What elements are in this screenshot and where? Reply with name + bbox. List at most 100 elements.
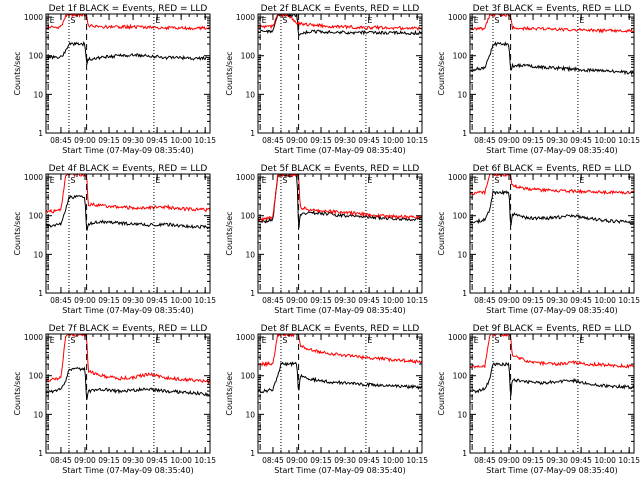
plot-area [258, 334, 422, 394]
y-tick-label: 1 [38, 289, 43, 298]
y-tick-label: 1 [462, 449, 467, 458]
y-tick-label: 1 [250, 289, 255, 298]
series-events-line [258, 174, 422, 228]
y-tick-label: 100 [29, 372, 44, 381]
y-axis-label: Counts/sec [13, 371, 22, 415]
x-tick-label: 08:45 [474, 136, 496, 145]
event-marker-label: E [474, 336, 479, 345]
event-marker-label: E [50, 336, 55, 345]
y-tick-label: 100 [29, 52, 44, 61]
y-tick-label: 1 [462, 129, 467, 138]
x-tick-label: 08:45 [262, 456, 284, 465]
event-marker-label: S [494, 336, 499, 345]
x-tick-label: 09:00 [286, 136, 308, 145]
y-tick-label: 1000 [24, 333, 43, 342]
x-tick-label: 09:45 [570, 296, 592, 305]
x-tick-label: 08:45 [262, 136, 284, 145]
x-tick-label: 09:30 [122, 456, 144, 465]
plot-area [470, 14, 634, 76]
x-tick-label: 10:15 [194, 296, 216, 305]
x-tick-label: 09:15 [522, 456, 544, 465]
x-tick-label: 10:15 [406, 456, 428, 465]
panel-title: Det 9f BLACK = Events, RED = LLD [473, 324, 632, 334]
x-tick-label: 09:00 [74, 296, 96, 305]
x-axis-label: Start Time (07-May-09 08:35:40) [62, 466, 193, 475]
event-marker-label: S [494, 176, 499, 185]
y-tick-label: 10 [457, 90, 467, 99]
event-marker-label: E [579, 176, 584, 185]
x-tick-label: 08:45 [474, 296, 496, 305]
series-lld-line [258, 14, 422, 32]
event-marker-label: S [282, 336, 287, 345]
x-tick-label: 09:30 [334, 296, 356, 305]
event-marker-label: E [367, 176, 372, 185]
x-tick-label: 09:45 [146, 456, 168, 465]
y-tick-label: 10 [245, 410, 255, 419]
panel-title: Det 5f BLACK = Events, RED = LLD [261, 164, 420, 174]
y-tick-label: 10 [33, 90, 43, 99]
event-marker-label: E [50, 176, 55, 185]
plot-area [258, 14, 422, 36]
x-tick-label: 08:45 [262, 296, 284, 305]
series-lld-line [470, 174, 634, 196]
y-tick-label: 1000 [448, 13, 467, 22]
y-tick-label: 1000 [236, 333, 255, 342]
event-marker-label: E [474, 16, 479, 25]
x-axis-label: Start Time (07-May-09 08:35:40) [62, 306, 193, 315]
series-lld-line [46, 334, 210, 385]
series-events-line [258, 361, 422, 394]
y-tick-label: 1000 [24, 173, 43, 182]
panel-det-5f: Det 5f BLACK = Events, RED = LLD E S E 1 10 10… [225, 164, 428, 315]
x-tick-label: 09:15 [98, 136, 120, 145]
x-tick-label: 09:00 [74, 136, 96, 145]
panel-title: Det 6f BLACK = Events, RED = LLD [473, 164, 632, 174]
x-tick-label: 10:15 [194, 456, 216, 465]
y-tick-label: 1000 [236, 13, 255, 22]
event-marker-label: S [70, 16, 75, 25]
plot-frame [257, 333, 423, 454]
x-tick-label: 10:15 [618, 136, 640, 145]
x-tick-label: 09:15 [310, 136, 332, 145]
x-tick-label: 09:45 [570, 136, 592, 145]
event-marker-label: E [579, 16, 584, 25]
x-tick-label: 09:15 [98, 296, 120, 305]
x-tick-label: 10:15 [406, 296, 428, 305]
y-axis-label: Counts/sec [225, 371, 234, 415]
x-tick-label: 09:45 [358, 456, 380, 465]
x-tick-label: 09:45 [570, 456, 592, 465]
panel-det-8f: Det 8f BLACK = Events, RED = LLD E S E 1 10 10… [225, 324, 428, 475]
y-tick-label: 10 [245, 90, 255, 99]
plot-frame [469, 173, 635, 294]
panel-det-6f: Det 6f BLACK = Events, RED = LLD E S E 1 10 10… [437, 164, 640, 315]
y-tick-label: 100 [241, 372, 256, 381]
x-tick-label: 09:00 [498, 456, 520, 465]
x-tick-label: 09:00 [286, 296, 308, 305]
x-tick-label: 10:15 [618, 456, 640, 465]
x-tick-label: 09:30 [334, 456, 356, 465]
y-axis-label: Counts/sec [437, 211, 446, 255]
panel-title: Det 3f BLACK = Events, RED = LLD [473, 4, 632, 14]
series-events-line [470, 41, 634, 76]
x-tick-label: 10:00 [594, 136, 616, 145]
x-tick-label: 09:15 [310, 456, 332, 465]
y-tick-label: 1000 [236, 173, 255, 182]
x-tick-label: 10:00 [594, 296, 616, 305]
y-axis-label: Counts/sec [437, 51, 446, 95]
y-axis-label: Counts/sec [225, 51, 234, 95]
x-tick-label: 10:15 [406, 136, 428, 145]
plot-area [258, 174, 422, 228]
series-events-line [46, 41, 210, 65]
panel-det-7f: Det 7f BLACK = Events, RED = LLD E S E 1 10 10… [13, 324, 216, 475]
event-marker-label: E [367, 16, 372, 25]
plot-area [46, 14, 210, 65]
series-events-line [46, 194, 210, 231]
x-tick-label: 10:00 [170, 136, 192, 145]
y-tick-label: 10 [33, 250, 43, 259]
x-tick-label: 10:15 [618, 296, 640, 305]
y-tick-label: 100 [241, 52, 256, 61]
y-tick-label: 100 [453, 52, 468, 61]
x-axis-label: Start Time (07-May-09 08:35:40) [486, 466, 617, 475]
event-marker-label: E [367, 336, 372, 345]
x-tick-label: 09:45 [358, 296, 380, 305]
x-tick-label: 09:45 [146, 296, 168, 305]
